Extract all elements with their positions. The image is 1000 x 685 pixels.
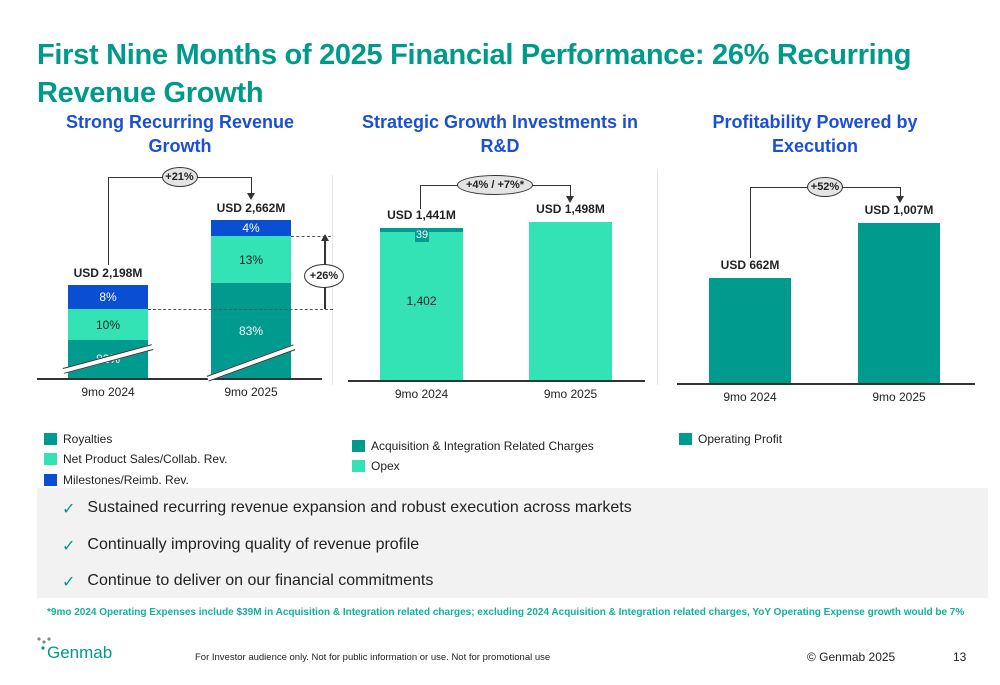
dotted-guide <box>148 309 333 310</box>
segment-label: 8% <box>99 290 117 304</box>
x-axis <box>677 383 975 385</box>
bar-operating-profit <box>709 277 791 383</box>
arrow-down-icon <box>896 196 904 203</box>
category-label: 9mo 2024 <box>723 390 777 404</box>
growth-badge: +4% / +7%* <box>457 175 533 195</box>
legend-acq-charges: Acquisition & Integration Related Charge… <box>352 439 594 453</box>
bullet-text: Continually improving quality of revenue… <box>87 536 420 553</box>
connector-line <box>570 185 572 196</box>
growth-badge: +26% <box>304 264 344 288</box>
bullet-text: Sustained recurring revenue expansion an… <box>87 499 632 516</box>
arrow-down-icon <box>566 196 574 203</box>
bar-segment-net-product-sales-collab-rev-: 13% <box>211 236 291 283</box>
total-label: USD 1,498M <box>536 202 605 216</box>
bar-segment-milestones-reimb-rev-: 4% <box>211 220 291 236</box>
total-label: USD 662M <box>720 257 780 272</box>
category-label: 9mo 2024 <box>394 387 449 401</box>
legend-label: Opex <box>371 459 400 473</box>
check-icon: ✓ <box>62 574 76 591</box>
bullet-item: ✓ Continually improving quality of revenu… <box>62 536 419 556</box>
key-points-box <box>37 488 988 598</box>
category-label: 9mo 2025 <box>224 385 278 399</box>
segment-label: 4% <box>242 221 260 235</box>
legend-label: Acquisition & Integration Related Charge… <box>371 439 594 453</box>
category-label: 9mo 2025 <box>543 387 598 401</box>
legend-swatch <box>352 460 365 472</box>
segment-label: 13% <box>238 252 264 267</box>
legend-operating-profit: Operating Profit <box>679 432 782 446</box>
legend-label: Royalties <box>63 432 113 446</box>
total-label: USD 1,441M <box>387 208 456 223</box>
page-number: 13 <box>953 650 967 664</box>
logo-text: Genmab <box>47 643 113 662</box>
connector-line <box>251 177 253 193</box>
arrow-down-icon <box>247 193 255 200</box>
bar-opex <box>380 232 463 380</box>
legend-net-product: Net Product Sales/Collab. Rev. <box>44 452 228 466</box>
chart3-title: Profitability Powered by Execution <box>712 112 918 156</box>
bar-segment-net-product-sales-collab-rev-: 10% <box>68 309 148 340</box>
legend-opex: Opex <box>352 459 400 473</box>
category-label: 9mo 2025 <box>872 390 926 404</box>
segment-label: 39 <box>415 228 429 243</box>
dotted-guide <box>291 236 331 237</box>
bar-operating-profit <box>858 223 940 383</box>
check-icon: ✓ <box>62 501 76 518</box>
total-label: USD 2,662M <box>216 201 286 215</box>
legend-royalties: Royalties <box>44 432 112 446</box>
legend-swatch <box>679 433 692 445</box>
check-icon: ✓ <box>62 538 76 555</box>
bar-segment-milestones-reimb-rev-: 8% <box>68 285 148 309</box>
bullet-item: ✓ Continue to deliver on our financial co… <box>62 572 433 592</box>
bullet-text: Continue to deliver on our financial com… <box>87 572 434 589</box>
footnote: *9mo 2024 Operating Expenses include $39… <box>47 607 965 618</box>
copyright: © Genmab 2025 <box>807 650 896 664</box>
segment-label: 1,402 <box>406 294 437 309</box>
x-axis <box>37 378 322 380</box>
segment-label: 10% <box>95 317 121 332</box>
growth-badge: +21% <box>161 167 198 187</box>
arrow-up-icon <box>321 234 329 241</box>
legend-swatch <box>44 474 57 486</box>
legend-swatch <box>44 453 57 465</box>
x-axis <box>348 380 645 382</box>
connector-line <box>108 177 110 265</box>
legend-label: Milestones/Reimb. Rev. <box>63 473 189 487</box>
legend-milestones: Milestones/Reimb. Rev. <box>44 473 189 487</box>
chart2-title: Strategic Growth Investments in R&D <box>361 112 639 156</box>
category-label: 9mo 2024 <box>81 385 135 399</box>
total-label: USD 2,198M <box>73 266 143 280</box>
divider <box>657 170 658 385</box>
legend-label: Net Product Sales/Collab. Rev. <box>63 452 228 466</box>
bar-opex <box>529 222 612 380</box>
legend-swatch <box>44 433 57 445</box>
disclaimer: For Investor audience only. Not for publ… <box>195 652 551 663</box>
logo-dots-icon <box>37 637 51 650</box>
legend-swatch <box>352 440 365 452</box>
bullet-item: ✓ Sustained recurring revenue expansion a… <box>62 499 632 519</box>
chart1-title: Strong Recurring Revenue Growth <box>65 112 295 156</box>
connector-line <box>750 187 752 258</box>
growth-badge: +52% <box>807 177 843 197</box>
legend-label: Operating Profit <box>698 432 783 446</box>
segment-label: 83% <box>238 323 264 338</box>
total-label: USD 1,007M <box>864 203 934 217</box>
connector-line <box>900 187 902 196</box>
genmab-logo: Genmab <box>37 636 112 662</box>
connector-line <box>420 185 422 210</box>
page-title: First Nine Months of 2025 Financial Perf… <box>37 39 912 109</box>
